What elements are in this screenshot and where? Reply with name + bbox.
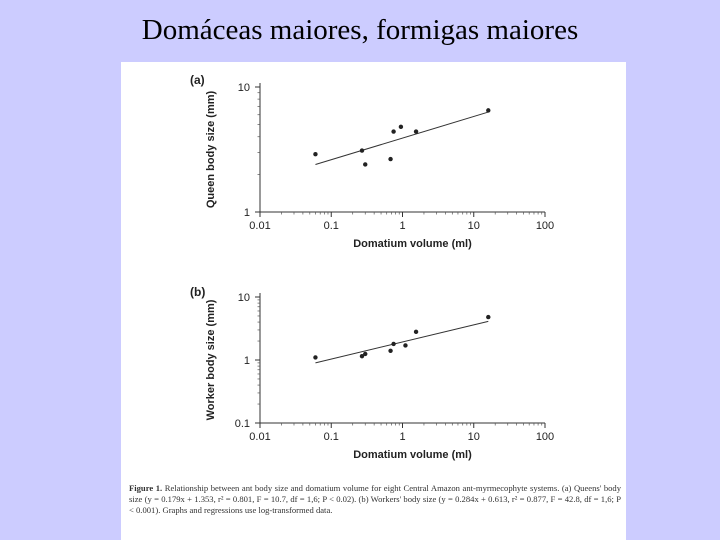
panel-a-data-point [398,124,404,130]
panel-a-data-point [486,108,491,113]
panel-b-data-point [403,343,408,348]
panel-a-y-tick-label: 1 [244,207,250,219]
panel-a-data-point [363,162,368,167]
panel-a-x-tick-label: 0.1 [324,220,339,232]
figure-image: 0.01 0.1 1 10 100 1 10 Domatium volume (ml) Quee… [121,62,626,540]
panel-b-data-point [486,314,491,320]
panel-b-x-axis-label: Domatium volume (ml) [353,449,472,461]
panel-b-y-axis-label: Worker body size (mm) [205,299,217,420]
panel-b-data-point [363,351,368,357]
panel-a-y-tick-label: 10 [238,82,250,94]
panel-a-x-axis-label: Domatium volume (ml) [353,238,472,250]
panel-b-data-point [391,341,396,347]
panel-b-y-tick-label: 10 [238,292,250,304]
panel-b-regression-line [315,320,489,364]
panel-b-panel-label: (b) [190,285,205,299]
panel-b-data-point [388,348,393,353]
panel-b-data-point [413,329,419,335]
figure-caption: Figure 1. Relationship between ant body … [129,483,621,516]
panel-a-data-point [413,129,419,134]
panel-a-y-axis-label: Queen body size (mm) [205,90,217,208]
panel-b-x-tick-label: 10 [468,431,480,443]
panel-b-y-tick-label: 1 [244,355,250,367]
panel-a-data-point [359,148,365,153]
panel-a-panel-label: (a) [190,73,205,87]
panel-a-x-tick-label: 1 [399,220,405,232]
panel-a-x-tick-label: 10 [468,220,480,232]
panel-b-x-tick-label: 0.1 [324,431,339,443]
caption-label: Figure 1. [129,483,163,493]
caption-text: Relationship between ant body size and d… [129,483,622,515]
panel-b-y-tick-label: 0.1 [235,418,250,430]
panel-a-x-tick-label: 0.01 [249,220,270,232]
panel-a-data-point [388,156,393,162]
panel-b-x-tick-label: 100 [536,431,554,443]
panel-a-regression-line [315,111,489,165]
panel-a-data-point [391,129,396,134]
panel-a-x-tick-label: 100 [536,220,554,232]
panel-b-data-point [359,353,365,359]
panel-a-plot: 0.01 0.1 1 10 100 1 10 Domatium volume (ml) Quee… [190,73,554,250]
panel-b-data-point [313,355,318,360]
panel-a-data-point [313,152,318,157]
panel-b-x-tick-label: 1 [399,431,405,443]
slide-title: Domáceas maiores, formigas maiores [141,14,579,46]
panel-b-x-tick-label: 0.01 [249,431,270,443]
